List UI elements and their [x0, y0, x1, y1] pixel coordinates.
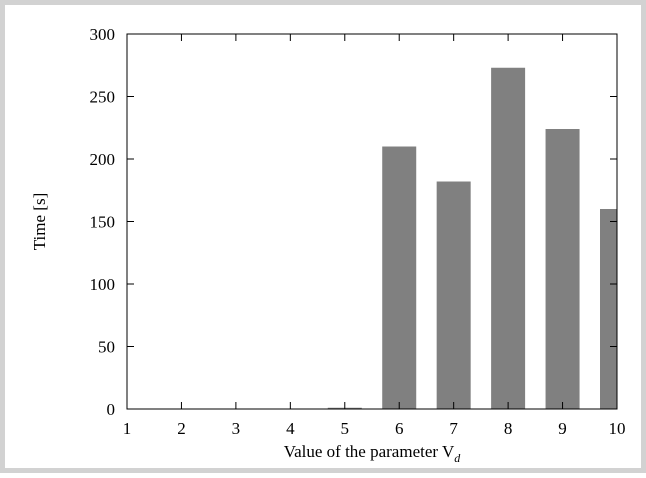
x-tick-label-2: 2 [177, 419, 186, 438]
x-tick-label-1: 1 [123, 419, 132, 438]
y-tick-label-250: 250 [90, 88, 116, 107]
x-tick-label-5: 5 [341, 419, 350, 438]
x-axis-label-text: Value of the parameter V [284, 442, 455, 461]
y-tick-label-150: 150 [90, 213, 116, 232]
y-tick-label-0: 0 [107, 400, 116, 419]
x-tick-label-8: 8 [504, 419, 512, 438]
y-tick-label-50: 50 [98, 338, 115, 357]
bar-10 [600, 209, 617, 409]
x-tick-label-7: 7 [449, 419, 458, 438]
bar-6 [382, 146, 417, 409]
x-tick-label-6: 6 [395, 419, 404, 438]
x-tick-label-10: 10 [609, 419, 626, 438]
x-axis-label-subscript: d [454, 451, 461, 465]
x-tick-label-4: 4 [286, 419, 295, 438]
bar-8 [491, 67, 526, 409]
x-tick-label-3: 3 [232, 419, 241, 438]
y-tick-label-300: 300 [90, 25, 116, 44]
y-tick-label-200: 200 [90, 150, 116, 169]
x-axis-label: Value of the parameter Vd [284, 442, 462, 465]
bar-7 [436, 181, 471, 409]
x-tick-label-9: 9 [558, 419, 567, 438]
plot-area [126, 33, 618, 410]
y-tick-label-100: 100 [90, 275, 116, 294]
bar-9 [545, 129, 580, 409]
y-axis-label: Time [s] [30, 193, 49, 250]
